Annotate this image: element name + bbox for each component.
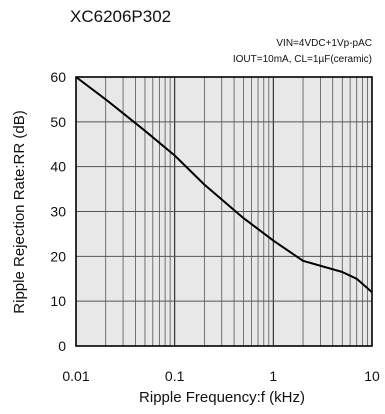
- plot-frame: [75, 76, 373, 347]
- series-line: [75, 76, 373, 293]
- x-tick-label: 10: [364, 368, 380, 384]
- x-axis-ticks: 0.01 0.1 1 10: [62, 368, 380, 384]
- chart-title: XC6206P302: [70, 7, 171, 26]
- y-tick-label: 40: [50, 159, 66, 175]
- y-tick-label: 0: [58, 338, 66, 354]
- y-tick-label: 20: [50, 248, 66, 264]
- y-tick-label: 50: [50, 114, 66, 130]
- x-tick-label: 0.01: [62, 368, 89, 384]
- y-tick-label: 30: [50, 204, 66, 220]
- y-tick-label: 10: [50, 293, 66, 309]
- x-tick-label: 1: [269, 368, 277, 384]
- y-tick-label: 60: [50, 69, 66, 85]
- x-tick-label: 0.1: [165, 368, 185, 384]
- condition-line-1: VIN=4VDC+1Vp-pAC: [276, 38, 372, 49]
- y-axis-label: Ripple Rejection Rate:RR (dB): [11, 110, 28, 313]
- y-axis-ticks: 0 10 20 30 40 50 60: [50, 69, 66, 354]
- x-axis-label: Ripple Frequency:f (kHz): [139, 389, 305, 406]
- plot-area: [75, 76, 373, 347]
- condition-line-2: IOUT=10mA, CL=1µF(ceramic): [233, 54, 372, 65]
